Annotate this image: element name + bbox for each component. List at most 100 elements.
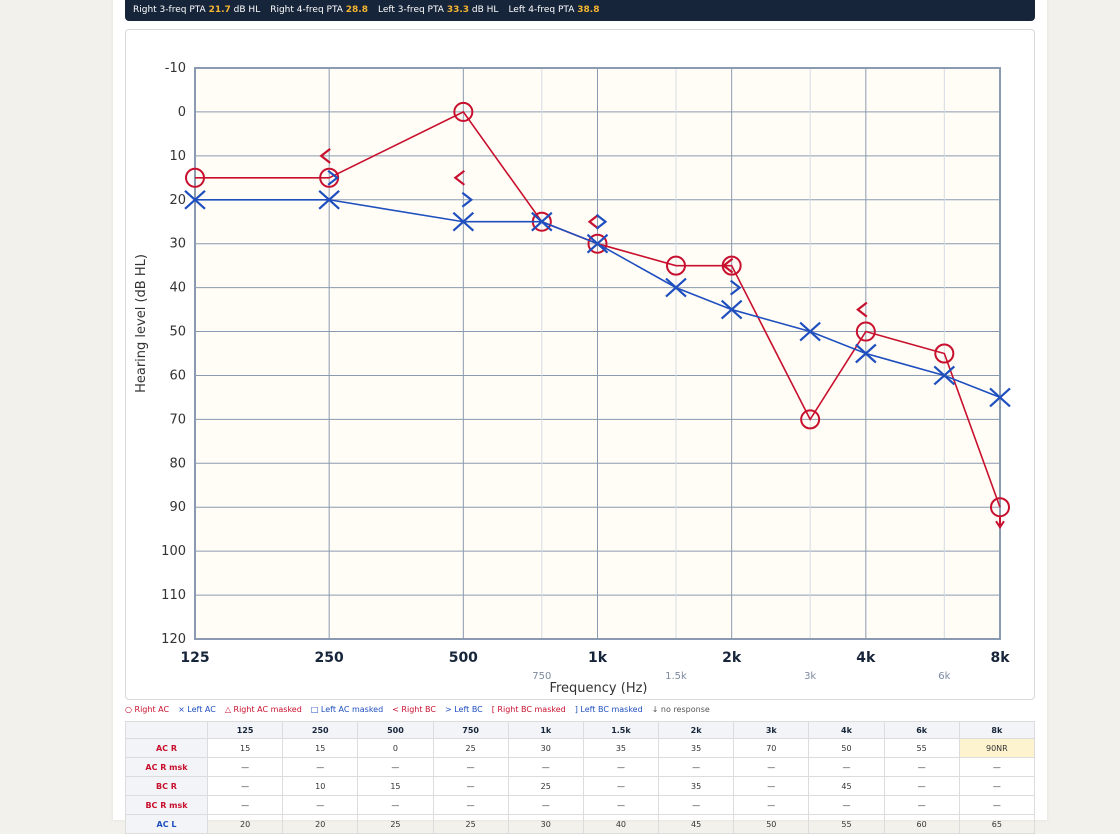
- right-ac-point: [800, 409, 821, 430]
- right-bc-point: [856, 301, 868, 318]
- right-ac-point: [185, 167, 205, 188]
- no-response-arrow: [995, 516, 1005, 530]
- legend-item: ○ Right AC: [125, 705, 170, 714]
- threshold-cell: 50: [733, 814, 810, 834]
- right-ac-line: [195, 110, 1001, 508]
- table-column-header: 3k: [733, 721, 810, 739]
- table-header-row: 125 250 500 750 1k 1.5k 2k 3k 4k 6k 8k: [125, 721, 1036, 739]
- threshold-cell: —: [808, 795, 885, 815]
- legend-item: [ Right BC masked: [491, 705, 566, 714]
- row-label: AC R msk: [125, 757, 208, 777]
- legend-item: < Right BC: [392, 705, 436, 714]
- x-major-tick-label: 4k: [856, 650, 876, 666]
- y-tick-label: 30: [169, 237, 186, 252]
- x-axis-title: Frequency (Hz): [549, 681, 647, 696]
- row-label: AC L: [125, 814, 208, 834]
- table-column-header: 8k: [958, 721, 1036, 739]
- pta-summary-bar: Right 3-freq PTA 21.7 dB HL Right 4-freq…: [125, 0, 1035, 21]
- y-tick-label: 10: [169, 149, 186, 164]
- threshold-cell: —: [282, 795, 359, 815]
- threshold-cell: —: [206, 795, 284, 815]
- x-minor-tick-label: 750: [532, 671, 551, 682]
- x-major-tick-label: 500: [449, 650, 478, 666]
- right-ac-point: [665, 255, 686, 276]
- plot-frame: [194, 67, 1001, 640]
- symbol-legend: ○ Right AC × Left AC △ Right AC masked □ Le…: [125, 703, 1035, 717]
- row-label: AC R: [125, 738, 208, 758]
- threshold-cell: 25: [432, 814, 509, 834]
- threshold-cell: 10: [282, 776, 359, 796]
- pta-item-left-4: Left 4-freq PTA 38.8: [508, 5, 600, 15]
- threshold-cell: 35: [582, 738, 660, 758]
- x-major-tick-label: 8k: [990, 650, 1010, 666]
- right-ac-point: [855, 321, 876, 342]
- threshold-cell: —: [282, 757, 359, 777]
- threshold-cell: 20: [206, 814, 284, 834]
- left-bc-point: [461, 191, 474, 208]
- right-ac-point: [587, 233, 608, 254]
- table-row: AC L 20 20 25 25 30 40 45 50 55 60 65: [125, 814, 1036, 834]
- y-tick-label: 0: [178, 105, 186, 120]
- y-tick-label: 60: [169, 368, 186, 383]
- threshold-cell: —: [507, 795, 584, 815]
- table-row: AC R 15 15 0 25 30 35 35 70 50 55 90NR: [125, 738, 1036, 758]
- table-column-header: 250: [282, 721, 359, 739]
- legend-item: ↓ no response: [651, 705, 710, 714]
- threshold-cell: —: [658, 757, 735, 777]
- x-major-tick-label: 125: [180, 650, 209, 666]
- left-ac-point: [933, 365, 956, 386]
- legend-item: × Left AC: [178, 705, 216, 714]
- left-ac-point: [318, 189, 340, 210]
- threshold-cell: —: [958, 776, 1036, 796]
- row-label: BC R: [125, 776, 208, 796]
- left-bc-point: [327, 169, 339, 186]
- table-column-header: 2k: [658, 721, 735, 739]
- threshold-cell: 60: [883, 814, 960, 834]
- threshold-cell: 30: [507, 738, 584, 758]
- threshold-cell: —: [733, 776, 810, 796]
- threshold-cell: 15: [357, 776, 434, 796]
- threshold-cell: 15: [206, 738, 284, 758]
- audiogram-panel: -10 0 10 20 30 40 50 60 70 80 90 100 110 120 750 1.5k 3k…: [125, 29, 1035, 700]
- table-row: BC R msk — — — — — — — — — — —: [125, 795, 1036, 815]
- audiogram-chart: -10 0 10 20 30 40 50 60 70 80 90 100 110 120 750 1.5k 3k…: [134, 61, 1011, 696]
- left-ac-point: [989, 387, 1011, 408]
- threshold-cell: —: [883, 795, 960, 815]
- threshold-cell: —: [883, 757, 960, 777]
- right-bc-point: [587, 213, 600, 230]
- threshold-cell: —: [432, 776, 509, 796]
- table-column-header: 6k: [883, 721, 960, 739]
- x-major-tick-label: 1k: [588, 650, 608, 666]
- pta-item-right-4: Right 4-freq PTA 28.8: [270, 5, 368, 15]
- x-minor-tick-label: 3k: [804, 671, 816, 682]
- table-column-header: 125: [206, 721, 284, 739]
- pta-item-right-3: Right 3-freq PTA 21.7 dB HL: [133, 5, 261, 15]
- table-column-header: 750: [432, 721, 509, 739]
- left-ac-point: [665, 277, 687, 298]
- threshold-cell: —: [582, 776, 660, 796]
- left-ac-point: [855, 343, 877, 364]
- threshold-cell: 15: [282, 738, 359, 758]
- right-bc-point: [319, 147, 331, 164]
- y-tick-label: 20: [169, 193, 186, 208]
- threshold-cell: 70: [733, 738, 810, 758]
- y-tick-label: -10: [165, 61, 186, 76]
- x-minor-tick-label: 1.5k: [665, 671, 687, 682]
- y-tick-label: 120: [161, 632, 186, 647]
- table-corner: [125, 721, 208, 739]
- right-ac-point: [453, 101, 474, 122]
- left-ac-point: [720, 299, 743, 320]
- x-major-tick-label: 250: [315, 650, 344, 666]
- threshold-cell: —: [733, 795, 810, 815]
- x-major-tick-label: 2k: [722, 650, 742, 666]
- threshold-cell: —: [432, 757, 509, 777]
- table-column-header: 500: [357, 721, 434, 739]
- legend-item: > Left BC: [444, 705, 483, 714]
- threshold-cell: —: [357, 757, 434, 777]
- left-ac-point: [184, 189, 206, 210]
- threshold-cell: —: [582, 757, 660, 777]
- y-tick-label: 110: [161, 588, 186, 603]
- table-column-header: 1k: [507, 721, 584, 739]
- threshold-cell: 45: [808, 776, 885, 796]
- threshold-cell: 40: [582, 814, 660, 834]
